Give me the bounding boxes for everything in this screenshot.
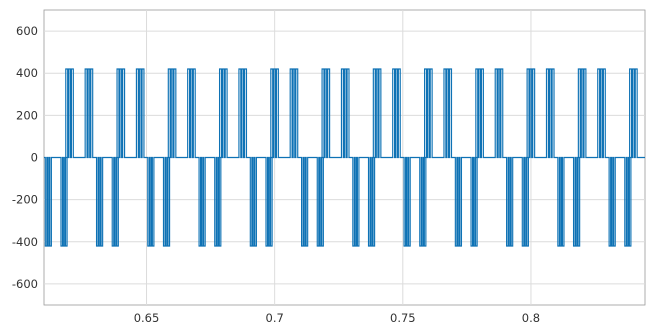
y-tick-label: -400 xyxy=(12,235,38,249)
y-tick-label: -200 xyxy=(12,193,38,207)
pwm-voltage-series-line xyxy=(44,68,645,247)
y-tick-label: 200 xyxy=(16,108,38,122)
y-tick-label: 0 xyxy=(31,151,38,165)
y-tick-label: 600 xyxy=(16,24,38,38)
y-tick-label: -600 xyxy=(12,277,38,291)
x-axis-ticks: 0.65 0.7 0.75 0.8 xyxy=(134,311,540,325)
series-layer xyxy=(44,68,645,247)
x-tick-label: 0.7 xyxy=(266,311,284,325)
x-tick-label: 0.75 xyxy=(390,311,416,325)
y-tick-label: 400 xyxy=(16,66,38,80)
x-tick-label: 0.65 xyxy=(134,311,160,325)
y-axis-ticks: -600 -400 -200 0 200 400 600 xyxy=(12,24,38,291)
x-tick-label: 0.8 xyxy=(522,311,540,325)
